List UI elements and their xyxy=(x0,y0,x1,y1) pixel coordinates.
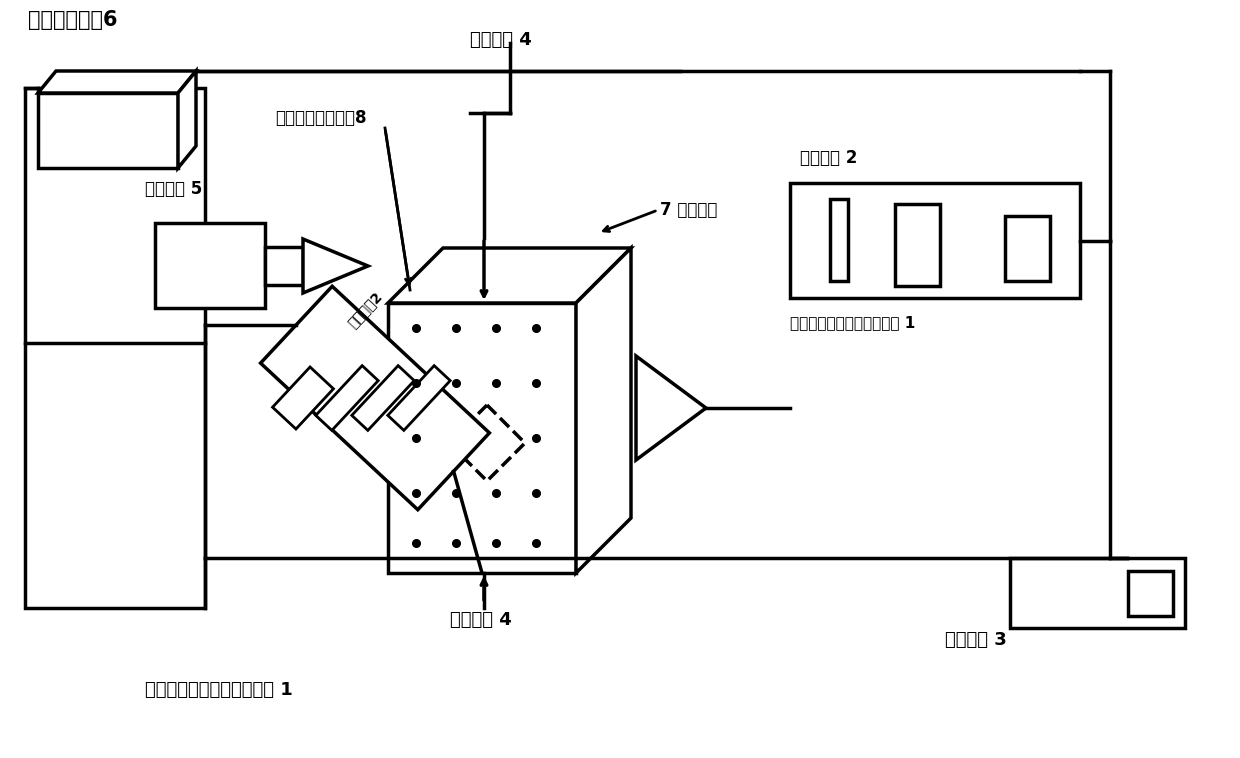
Polygon shape xyxy=(179,71,196,168)
Text: 单轴加载 4: 单轴加载 4 xyxy=(470,31,532,49)
Bar xyxy=(38,93,179,168)
Bar xyxy=(25,88,205,608)
Polygon shape xyxy=(316,365,378,431)
Text: 氩离子激光器及其控制电路 1: 氩离子激光器及其控制电路 1 xyxy=(790,315,915,330)
Bar xyxy=(1011,558,1185,628)
Bar xyxy=(388,303,577,573)
Polygon shape xyxy=(636,356,706,460)
Bar xyxy=(1004,216,1050,281)
Polygon shape xyxy=(388,248,631,303)
Polygon shape xyxy=(303,239,368,293)
Text: 7 示踪粒子: 7 示踪粒子 xyxy=(660,201,718,219)
Polygon shape xyxy=(449,405,525,481)
Polygon shape xyxy=(273,367,334,429)
Text: 片光光路2: 片光光路2 xyxy=(345,289,384,330)
Text: 记录系统 3: 记录系统 3 xyxy=(945,631,1007,649)
Bar xyxy=(895,204,940,286)
Bar xyxy=(830,199,848,281)
Polygon shape xyxy=(352,365,414,431)
Text: 氩离子激光器及其控制电路 1: 氩离子激光器及其控制电路 1 xyxy=(145,681,293,699)
Text: 单轴加载 4: 单轴加载 4 xyxy=(450,611,512,629)
Bar xyxy=(1128,571,1173,616)
Text: 数据采集系统6: 数据采集系统6 xyxy=(29,10,118,30)
Text: 片光光路 2: 片光光路 2 xyxy=(800,149,857,167)
Bar xyxy=(790,183,1080,298)
Text: 三维内置裂隙试件8: 三维内置裂隙试件8 xyxy=(275,109,367,127)
Text: 高速相机 5: 高速相机 5 xyxy=(145,180,202,198)
Polygon shape xyxy=(38,71,196,93)
Polygon shape xyxy=(388,365,450,431)
Bar xyxy=(265,247,303,285)
Polygon shape xyxy=(577,248,631,573)
Bar xyxy=(155,223,265,308)
Polygon shape xyxy=(260,287,490,509)
